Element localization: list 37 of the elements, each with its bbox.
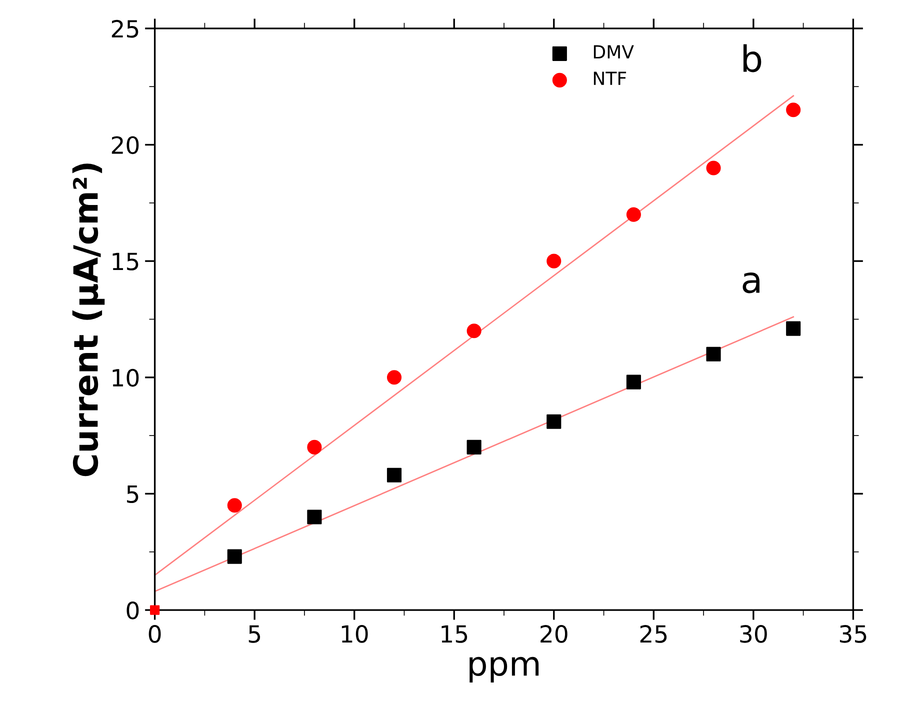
series-label: b xyxy=(743,44,762,72)
x-tick-label: 25 xyxy=(640,625,667,643)
point xyxy=(307,440,322,454)
x-axis-title: ppm xyxy=(470,656,539,683)
point xyxy=(706,346,721,362)
x-tick-label: 35 xyxy=(840,625,866,643)
point xyxy=(706,160,721,176)
point xyxy=(546,254,562,268)
x-tick-label: 0 xyxy=(148,625,161,643)
x-tick-label: 10 xyxy=(342,625,368,643)
y-tick-label: 5 xyxy=(127,485,138,504)
point xyxy=(227,498,242,513)
point xyxy=(307,510,322,524)
point xyxy=(386,468,402,482)
y-tick-label: 0 xyxy=(126,601,139,620)
point xyxy=(150,605,160,615)
x-tick-label: 30 xyxy=(740,625,767,643)
y-axis-title: Current (μA/cm²) xyxy=(72,164,105,476)
y-tick-label: 15 xyxy=(112,252,138,270)
legend-label: NTF xyxy=(594,72,626,85)
point xyxy=(786,102,801,118)
series-label: a xyxy=(742,272,760,294)
x-tick-label: 15 xyxy=(442,625,468,643)
point xyxy=(227,549,242,564)
point xyxy=(786,321,801,336)
legend-label: DMV xyxy=(594,45,634,58)
point xyxy=(626,374,641,390)
point xyxy=(466,440,482,454)
y-tick-label: 25 xyxy=(112,20,138,38)
point xyxy=(626,207,641,222)
y-tick-label: 10 xyxy=(112,368,139,387)
point xyxy=(466,324,482,338)
x-tick-label: 5 xyxy=(248,625,260,643)
y-tick-label: 20 xyxy=(112,136,139,154)
point xyxy=(386,370,402,385)
point xyxy=(546,414,562,429)
x-tick-label: 20 xyxy=(540,625,568,643)
